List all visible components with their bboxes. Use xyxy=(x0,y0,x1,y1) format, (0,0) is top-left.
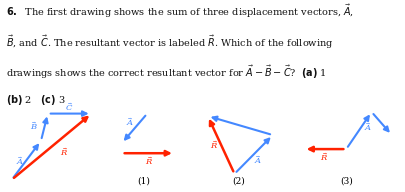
Text: (1): (1) xyxy=(137,177,150,186)
Text: (2): (2) xyxy=(232,177,245,186)
Text: $\vec{B}$, and $\vec{C}$. The resultant vector is labeled $\vec{R}$. Which of th: $\vec{B}$, and $\vec{C}$. The resultant … xyxy=(6,33,334,50)
Text: $\vec{R}$: $\vec{R}$ xyxy=(210,139,218,151)
Text: $\mathbf{(b)}$ 2   $\mathbf{(c)}$ 3: $\mathbf{(b)}$ 2 $\mathbf{(c)}$ 3 xyxy=(6,93,66,107)
Text: $\vec{A}$: $\vec{A}$ xyxy=(254,154,263,166)
Text: $\vec{C}$: $\vec{C}$ xyxy=(65,101,73,113)
Text: $\vec{A}$: $\vec{A}$ xyxy=(126,116,134,128)
Text: drawings shows the correct resultant vector for $\vec{A} - \vec{B} - \vec{C}$?  : drawings shows the correct resultant vec… xyxy=(6,63,327,81)
Text: $\vec{R}$: $\vec{R}$ xyxy=(145,156,153,167)
Text: $\vec{B}$: $\vec{B}$ xyxy=(30,120,38,132)
Text: $\vec{R}$: $\vec{R}$ xyxy=(60,146,68,157)
Text: $\vec{A}$: $\vec{A}$ xyxy=(17,156,25,167)
Text: $\mathbf{6.}$  The first drawing shows the sum of three displacement vectors, $\: $\mathbf{6.}$ The first drawing shows th… xyxy=(6,3,354,21)
Text: $\vec{R}$: $\vec{R}$ xyxy=(320,151,328,163)
Text: (3): (3) xyxy=(340,177,353,186)
Text: $\vec{A}$: $\vec{A}$ xyxy=(364,121,373,133)
